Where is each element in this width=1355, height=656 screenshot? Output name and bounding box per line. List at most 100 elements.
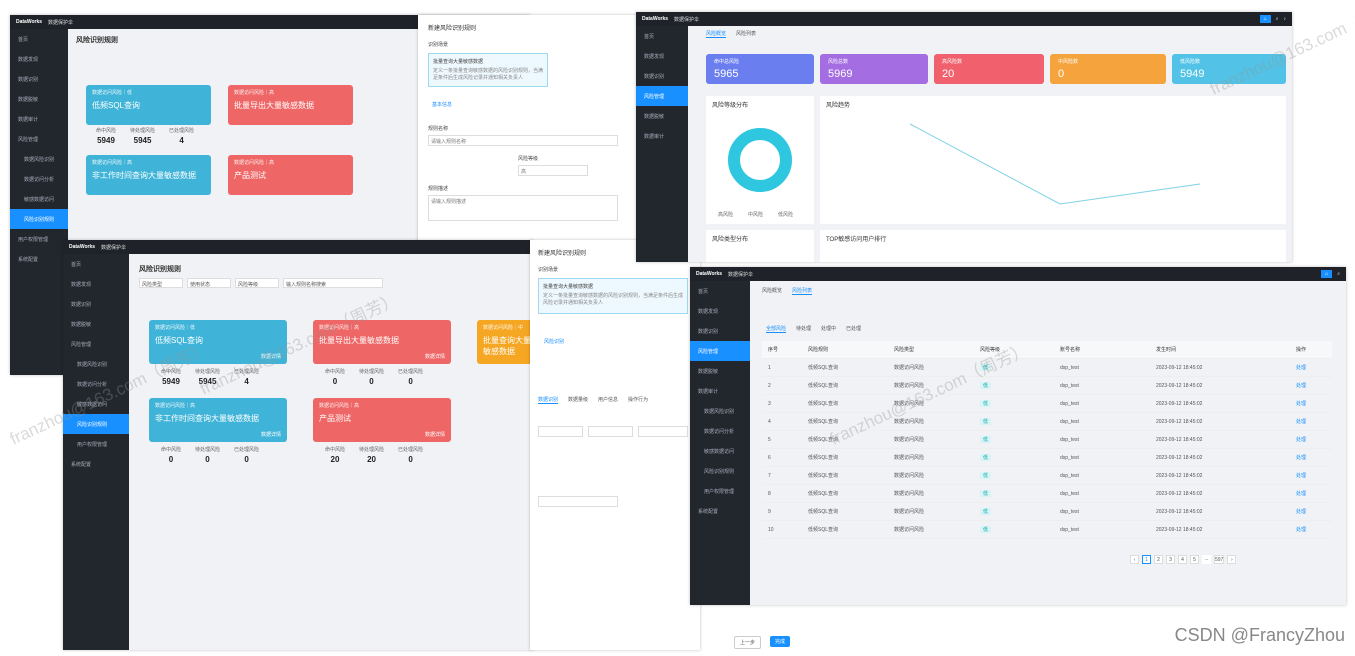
tab-pending[interactable]: 待处理 (796, 326, 812, 332)
page-button[interactable]: 2 (1154, 555, 1163, 564)
sidebar-item[interactable]: 数据识别 (71, 301, 92, 308)
sidebar-item[interactable]: 风险识别规则 (63, 414, 129, 434)
sidebar-item[interactable]: 数据发现 (644, 53, 665, 60)
page-button[interactable]: 1 (1142, 555, 1151, 564)
prev-button[interactable]: 上一步 (734, 636, 762, 649)
handle-link[interactable]: 处理 (1296, 509, 1307, 515)
sidebar-item[interactable]: 数据脱敏 (698, 368, 719, 375)
sidebar-item[interactable]: 数据审计 (698, 388, 719, 395)
condition-select[interactable] (538, 496, 618, 507)
sidebar-item[interactable]: 首页 (644, 33, 655, 40)
handle-link[interactable]: 处理 (1296, 401, 1307, 407)
tab-list[interactable]: 风险列表 (792, 288, 813, 295)
condition-select[interactable] (538, 426, 583, 437)
sidebar-item[interactable]: 数据识别 (698, 328, 719, 335)
sidebar-item[interactable]: 风险识别规则 (10, 209, 68, 229)
sidebar-item[interactable]: 风险识别规则 (704, 468, 735, 475)
sidebar-item[interactable]: 首页 (18, 36, 29, 43)
tab-list[interactable]: 风险列表 (736, 31, 757, 37)
console-button[interactable]: ⌂ (1259, 15, 1271, 23)
handle-link[interactable]: 处理 (1296, 419, 1307, 425)
sidebar-item[interactable]: 数据风险识别 (77, 361, 108, 368)
tab-done[interactable]: 已处理 (846, 326, 862, 332)
search-icon[interactable]: ⌕ (1337, 271, 1340, 277)
sidebar-item[interactable]: 数据识别 (18, 76, 39, 83)
sidebar-item[interactable]: 风险管理 (636, 86, 688, 106)
sidebar-item[interactable]: 数据访问分析 (77, 381, 108, 388)
handle-link[interactable]: 处理 (1296, 437, 1307, 443)
sidebar-item[interactable]: 数据发现 (698, 308, 719, 315)
rule-card[interactable]: 数据访问风险｜高 批量导出大量敏感数据 (228, 85, 353, 125)
rule-card[interactable]: 数据访问风险｜高 非工作时间查询大量敏感数据 数据详情 (149, 398, 287, 442)
card-detail-link[interactable]: 数据详情 (260, 432, 281, 438)
card-detail-link[interactable]: 数据详情 (424, 354, 445, 360)
sidebar-item[interactable]: 敏感数据访问 (77, 401, 108, 408)
finish-button[interactable]: 完成 (770, 636, 791, 647)
filter-risk-type[interactable]: 风险类型 (139, 278, 183, 288)
handle-link[interactable]: 处理 (1296, 527, 1307, 533)
sidebar-item[interactable]: 首页 (71, 261, 82, 268)
tab-operation[interactable]: 操作行为 (628, 397, 649, 403)
rule-card[interactable]: 数据访问风险｜高 产品测试 数据详情 (313, 398, 451, 442)
handle-link[interactable]: 处理 (1296, 383, 1307, 389)
rule-name-input[interactable]: 请输入规则名称 (428, 135, 618, 146)
tab-overview[interactable]: 风险概览 (762, 288, 783, 294)
risk-level-select[interactable]: 高 (518, 165, 588, 176)
rule-card[interactable]: 数据访问风险｜中 批量查询大量敏感数据 (477, 320, 533, 364)
page-button[interactable]: 5 (1190, 555, 1199, 564)
sidebar-item[interactable]: 风险管理 (71, 341, 92, 348)
sidebar-item[interactable]: 用户权限管理 (77, 441, 108, 448)
sidebar-item[interactable]: 数据脱敏 (18, 96, 39, 103)
sidebar-item[interactable]: 数据识别 (644, 73, 665, 80)
sidebar-item[interactable]: 数据脱敏 (71, 321, 92, 328)
search-input[interactable]: 输入规则名称搜索 (283, 278, 383, 288)
sidebar-item[interactable]: 数据审计 (18, 116, 39, 123)
page-button[interactable]: 4 (1178, 555, 1187, 564)
tab-overview[interactable]: 风险概览 (706, 31, 727, 38)
tab-user-info[interactable]: 用户信息 (598, 397, 619, 403)
tab-data-identify[interactable]: 数据识别 (538, 397, 559, 404)
rule-card[interactable]: 数据访问风险｜高 产品测试 (228, 155, 353, 195)
next-page-icon[interactable]: › (1227, 555, 1237, 564)
prev-page-icon[interactable]: ‹ (1130, 555, 1139, 564)
rule-card[interactable]: 数据访问风险｜低 低频SQL查询 数据详情 (149, 320, 287, 364)
card-detail-link[interactable]: 数据详情 (260, 354, 281, 360)
tab-processing[interactable]: 处理中 (821, 326, 837, 332)
rule-desc-textarea[interactable]: 请输入规则描述 (428, 195, 618, 221)
sidebar-item[interactable]: 敏感数据访问 (24, 196, 55, 203)
filter-status[interactable]: 使用状态 (187, 278, 231, 288)
sidebar-item[interactable]: 首页 (698, 288, 709, 295)
sidebar-item[interactable]: 数据脱敏 (644, 113, 665, 120)
sidebar-item[interactable]: 系统配置 (698, 508, 719, 515)
sidebar-item[interactable]: 风险管理 (18, 136, 39, 143)
scene-card[interactable]: 批量查询大量敏感数据 定义一条批量查询敏感数据的风险识别规则，当满足条件后生成风险… (538, 278, 688, 314)
handle-link[interactable]: 处理 (1296, 365, 1307, 371)
card-detail-link[interactable]: 数据详情 (424, 432, 445, 438)
sidebar-item[interactable]: 数据风险识别 (704, 408, 735, 415)
sidebar-item[interactable]: 风险管理 (690, 341, 750, 361)
tab-all[interactable]: 全部风险 (766, 326, 787, 333)
console-button[interactable]: ⌂ (1321, 270, 1333, 278)
sidebar-item[interactable]: 用户权限管理 (18, 236, 49, 243)
sidebar-item[interactable]: 数据发现 (71, 281, 92, 288)
condition-select[interactable] (588, 426, 633, 437)
rule-card[interactable]: 数据访问风险｜高 批量导出大量敏感数据 数据详情 (313, 320, 451, 364)
sidebar-item[interactable]: 数据发现 (18, 56, 39, 63)
sidebar-item[interactable]: 数据审计 (644, 133, 665, 140)
sidebar-item[interactable]: 数据风险识别 (24, 156, 55, 163)
sidebar-item[interactable]: 用户权限管理 (704, 488, 735, 495)
handle-link[interactable]: 处理 (1296, 473, 1307, 479)
rule-card[interactable]: 数据访问风险｜低 低频SQL查询 (86, 85, 211, 125)
sidebar-item[interactable]: 系统配置 (71, 461, 92, 468)
condition-select[interactable] (638, 426, 688, 437)
page-button[interactable]: 597 (1214, 555, 1225, 564)
sidebar-item[interactable]: 数据访问分析 (24, 176, 55, 183)
filter-level[interactable]: 风险等级 (235, 278, 279, 288)
sidebar-item[interactable]: 数据访问分析 (704, 428, 735, 435)
bell-icon[interactable]: ♪ (1283, 16, 1287, 22)
search-icon[interactable]: ⌕ (1275, 16, 1279, 22)
rule-card[interactable]: 数据访问风险｜高 非工作时间查询大量敏感数据 (86, 155, 211, 195)
sidebar-item[interactable]: 系统配置 (18, 256, 39, 263)
tab-data-volume[interactable]: 数据量级 (568, 397, 589, 403)
sidebar-item[interactable]: 敏感数据访问 (704, 448, 735, 455)
